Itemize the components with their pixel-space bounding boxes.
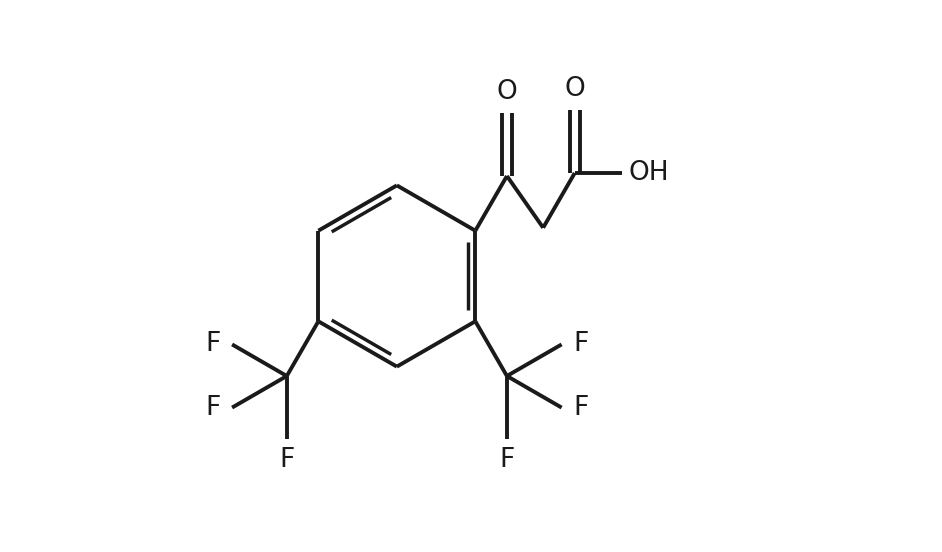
Text: F: F [279, 447, 295, 473]
Text: F: F [499, 447, 514, 473]
Text: F: F [574, 331, 589, 358]
Text: O: O [564, 76, 585, 102]
Text: F: F [205, 331, 220, 358]
Text: F: F [574, 395, 589, 421]
Text: F: F [205, 395, 220, 421]
Text: O: O [496, 79, 517, 105]
Text: OH: OH [628, 160, 669, 186]
